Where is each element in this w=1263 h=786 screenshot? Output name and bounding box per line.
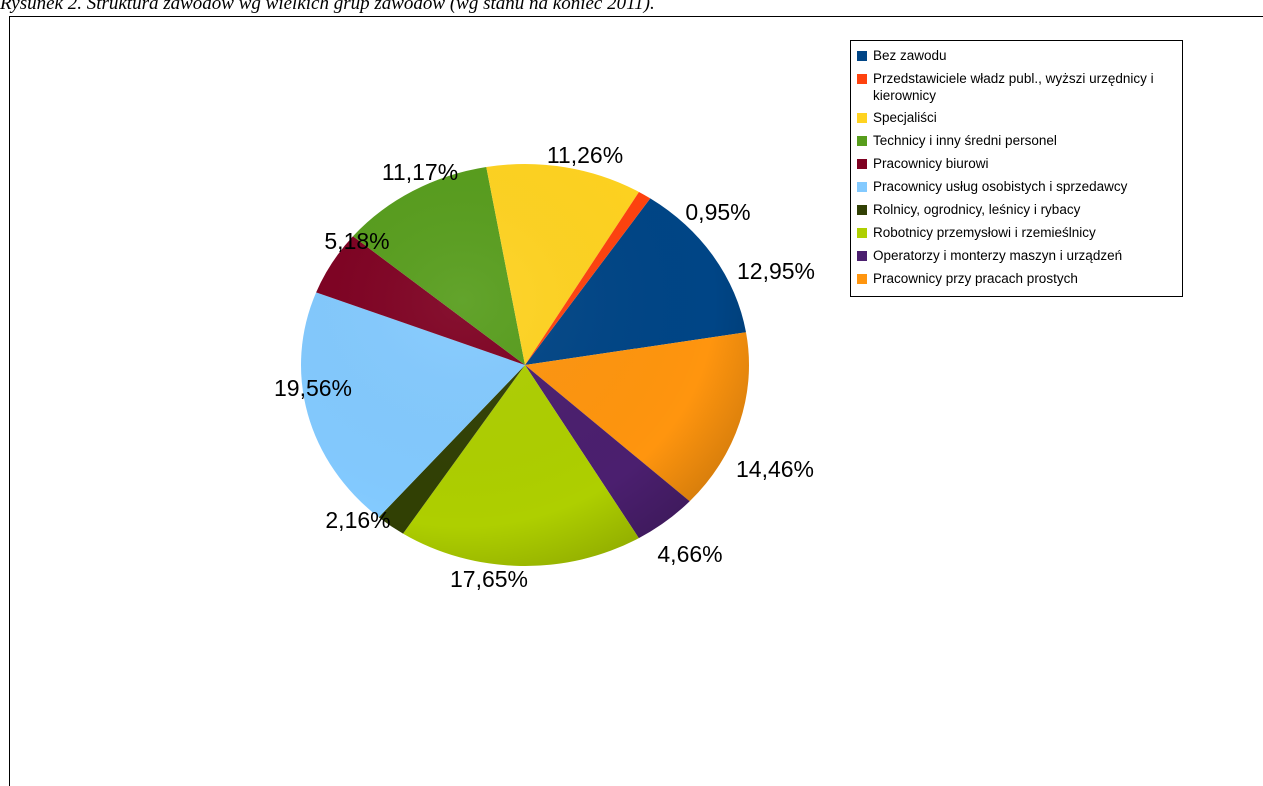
pie-slices — [301, 164, 749, 566]
data-label-technicy-i-inny-sredni-personel: 11,17% — [382, 159, 458, 185]
legend-label: Rolnicy, ogrodnicy, leśnicy i rybacy — [873, 202, 1081, 217]
legend-swatch — [857, 159, 867, 169]
chart-frame — [9, 16, 1263, 786]
legend-item: Rolnicy, ogrodnicy, leśnicy i rybacy — [857, 201, 1178, 218]
legend-swatch — [857, 205, 867, 215]
data-label-specjalisci: 11,26% — [547, 142, 623, 168]
legend-swatch — [857, 228, 867, 238]
legend-label: Pracownicy przy pracach prostych — [873, 271, 1078, 286]
legend-swatch — [857, 74, 867, 84]
legend-item: Robotnicy przemysłowi i rzemieślnicy — [857, 224, 1178, 241]
data-label-operatorzy-i-monterzy-maszyn-i-urzadzen: 4,66% — [657, 541, 722, 567]
legend-swatch — [857, 136, 867, 146]
figure-caption: Rysunek 2. Struktura zawodów wg wielkich… — [0, 0, 655, 14]
legend-label: Pracownicy usług osobistych i sprzedawcy — [873, 179, 1128, 194]
legend-item: Bez zawodu — [857, 47, 1178, 64]
legend-item: Specjaliści — [857, 109, 1178, 126]
data-label-przedstawiciele-wladz-publ-wyzszi-urzednicy-i-kierownicy: 0,95% — [685, 199, 750, 225]
legend: Bez zawodu Przedstawiciele władz publ., w… — [850, 40, 1183, 297]
legend-swatch — [857, 251, 867, 261]
data-label-pracownicy-biurowi: 5,18% — [324, 228, 389, 254]
legend-swatch — [857, 51, 867, 61]
pie-labels: 12,95% 14,46% 4,66% 17,65% 2,16% 19,56% 5,18% 1… — [274, 142, 815, 592]
data-label-pracownicy-uslug-osobistych-i-sprzedawcy: 19,56% — [274, 375, 352, 401]
legend-item: Technicy i inny średni personel — [857, 132, 1178, 149]
legend-item: Pracownicy biurowi — [857, 155, 1178, 172]
data-label-pracownicy-przy-pracach-prostych: 14,46% — [736, 456, 814, 482]
legend-label: Robotnicy przemysłowi i rzemieślnicy — [873, 225, 1096, 240]
data-label-bez-zawodu: 12,95% — [737, 258, 815, 284]
legend-label: Operatorzy i monterzy maszyn i urządzeń — [873, 248, 1123, 263]
data-label-rolnicy-ogrodnicy-lesnicy-i-rybacy: 2,16% — [325, 507, 390, 533]
legend-label: Specjaliści — [873, 110, 937, 125]
legend-label: Przedstawiciele władz publ., wyższi urzę… — [873, 71, 1154, 103]
legend-item: Przedstawiciele władz publ., wyższi urzę… — [857, 70, 1178, 104]
legend-item: Pracownicy usług osobistych i sprzedawcy — [857, 178, 1178, 195]
data-label-robotnicy-przemyslowi-i-rzemieslnicy: 17,65% — [450, 566, 528, 592]
legend-item: Pracownicy przy pracach prostych — [857, 270, 1178, 287]
legend-label: Bez zawodu — [873, 48, 947, 63]
legend-item: Operatorzy i monterzy maszyn i urządzeń — [857, 247, 1178, 264]
legend-swatch — [857, 274, 867, 284]
legend-swatch — [857, 113, 867, 123]
legend-label: Technicy i inny średni personel — [873, 133, 1057, 148]
legend-label: Pracownicy biurowi — [873, 156, 989, 171]
legend-swatch — [857, 182, 867, 192]
